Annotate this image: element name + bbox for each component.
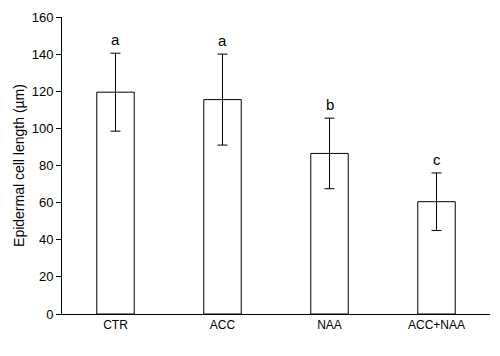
svg-text:120: 120 <box>32 84 54 99</box>
svg-text:160: 160 <box>32 10 54 25</box>
svg-text:a: a <box>111 31 120 48</box>
svg-text:a: a <box>218 32 227 49</box>
svg-text:20: 20 <box>39 269 53 284</box>
svg-text:0: 0 <box>46 307 53 322</box>
svg-text:100: 100 <box>32 121 54 136</box>
svg-text:CTR: CTR <box>103 318 128 332</box>
svg-text:c: c <box>433 151 441 168</box>
svg-text:Epidermal cell length (µm): Epidermal cell length (µm) <box>11 84 27 247</box>
svg-text:ACC: ACC <box>210 318 236 332</box>
svg-text:80: 80 <box>39 158 53 173</box>
svg-text:b: b <box>326 96 334 113</box>
svg-text:40: 40 <box>39 232 53 247</box>
svg-text:ACC+NAA: ACC+NAA <box>408 318 465 332</box>
svg-text:60: 60 <box>39 195 53 210</box>
svg-text:140: 140 <box>32 47 54 62</box>
svg-text:NAA: NAA <box>317 318 342 332</box>
